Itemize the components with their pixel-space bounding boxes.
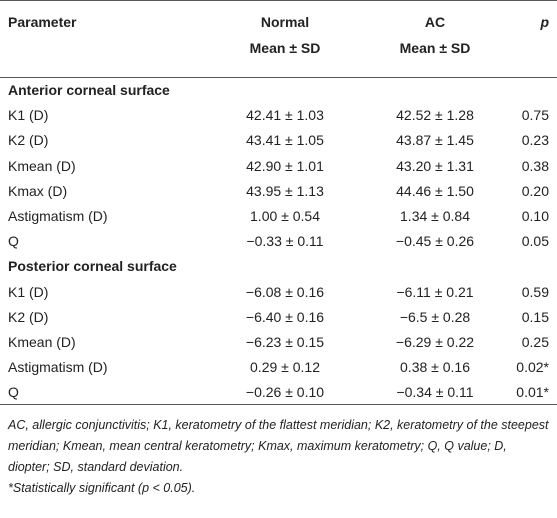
cell: Astigmatism (D) (8, 359, 108, 376)
cell: 1.00 ± 0.54 (250, 208, 320, 225)
header-cell: AC Mean ± SD (370, 1, 500, 78)
header-cell: p (500, 1, 557, 78)
footnote: AC, allergic conjunctivitis; K1, keratom… (8, 418, 549, 475)
header-cell: Normal Mean ± SD (200, 1, 370, 78)
data-table: Parameter Normal Mean ± SD AC Mean ± SD p … (0, 0, 557, 405)
cell: Q (8, 233, 19, 250)
cell: Kmean (D) (8, 333, 76, 350)
cell: −6.08 ± 0.16 (245, 283, 325, 300)
cell: 44.46 ± 1.50 (396, 182, 474, 199)
cell: 0.05 (521, 233, 549, 250)
data-row: Kmax (D) 43.95 ± 1.13 44.46 ± 1.50 0.20 (0, 178, 557, 203)
cell: 0.10 (521, 208, 549, 225)
cell: −6.40 ± 0.16 (245, 308, 325, 325)
cell: 0.25 (521, 333, 549, 350)
cell: 0.02* (516, 359, 549, 376)
cell: 0.38 (521, 157, 549, 174)
header-text: Normal (260, 14, 310, 30)
cell: Kmean (D) (8, 157, 76, 174)
data-row: K2 (D) −6.40 ± 0.16 −6.5 ± 0.28 0.15 (0, 304, 557, 329)
cell: 42.52 ± 1.28 (396, 107, 474, 124)
cell: 1.34 ± 0.84 (400, 208, 470, 225)
cell: −6.5 ± 0.28 (399, 308, 471, 325)
data-row: Astigmatism (D) 1.00 ± 0.54 1.34 ± 0.84 0.1… (0, 203, 557, 228)
cell: 0.75 (521, 107, 549, 124)
cell: Kmax (D) (8, 182, 68, 199)
cell: Astigmatism (D) (8, 208, 108, 225)
cell: 42.90 ± 1.01 (246, 157, 324, 174)
data-row: K1 (D) −6.08 ± 0.16 −6.11 ± 0.21 0.59 (0, 279, 557, 304)
cell: 0.20 (521, 182, 549, 199)
header-text: Parameter (8, 14, 77, 30)
cell: −0.45 ± 0.26 (395, 233, 475, 250)
cell: 0.59 (521, 283, 549, 300)
cell: −6.11 ± 0.21 (396, 283, 474, 300)
cell: 0.15 (521, 308, 549, 325)
cell: 43.95 ± 1.13 (246, 182, 324, 199)
cell: 42.41 ± 1.03 (246, 107, 324, 124)
cell: K1 (D) (8, 107, 49, 124)
header-text: p (540, 14, 549, 30)
table-body: Anterior corneal surface K1 (D) 42.41 ± 1.… (0, 78, 557, 405)
header-row: Parameter Normal Mean ± SD AC Mean ± SD p (0, 0, 557, 78)
cell: K1 (D) (8, 283, 49, 300)
data-row: Kmean (D) −6.23 ± 0.15 −6.29 ± 0.22 0.25 (0, 329, 557, 354)
cell: −6.23 ± 0.15 (245, 333, 325, 350)
data-row: Q −0.26 ± 0.10 −0.34 ± 0.11 0.01* (0, 380, 557, 405)
cell: 0.38 ± 0.16 (400, 359, 470, 376)
footnotes: AC, allergic conjunctivitis; K1, keratom… (0, 405, 557, 499)
cell: −0.26 ± 0.10 (245, 384, 325, 401)
table-header: Parameter Normal Mean ± SD AC Mean ± SD p (0, 0, 557, 78)
data-row: Q −0.33 ± 0.11 −0.45 ± 0.26 0.05 (0, 229, 557, 254)
section-title: Anterior corneal surface (8, 82, 170, 99)
section-title: Posterior corneal surface (8, 258, 177, 275)
data-row: Astigmatism (D) 0.29 ± 0.12 0.38 ± 0.16 0.0… (0, 355, 557, 380)
cell: K2 (D) (8, 308, 49, 325)
section-row: Anterior corneal surface (0, 78, 557, 103)
cell: −0.34 ± 0.11 (396, 384, 474, 401)
cell: 43.20 ± 1.31 (396, 157, 474, 174)
cell: K2 (D) (8, 132, 49, 149)
cell: 0.29 ± 0.12 (250, 359, 320, 376)
header-text: Mean ± SD (249, 40, 321, 56)
cell: Q (8, 384, 19, 401)
header-text: Mean ± SD (399, 40, 471, 56)
data-row: K1 (D) 42.41 ± 1.03 42.52 ± 1.28 0.75 (0, 103, 557, 128)
cell: −0.33 ± 0.11 (246, 233, 324, 250)
footnote: *Statistically significant (p < 0.05). (8, 481, 196, 496)
cell: 43.87 ± 1.45 (396, 132, 474, 149)
cell: 43.41 ± 1.05 (246, 132, 324, 149)
cell: −6.29 ± 0.22 (395, 333, 475, 350)
cell: 0.23 (521, 132, 549, 149)
data-row: K2 (D) 43.41 ± 1.05 43.87 ± 1.45 0.23 (0, 128, 557, 153)
header-cell: Parameter (0, 1, 200, 78)
cell: 0.01* (516, 384, 549, 401)
data-row: Kmean (D) 42.90 ± 1.01 43.20 ± 1.31 0.38 (0, 153, 557, 178)
section-row: Posterior corneal surface (0, 254, 557, 279)
header-text: AC (424, 14, 446, 30)
